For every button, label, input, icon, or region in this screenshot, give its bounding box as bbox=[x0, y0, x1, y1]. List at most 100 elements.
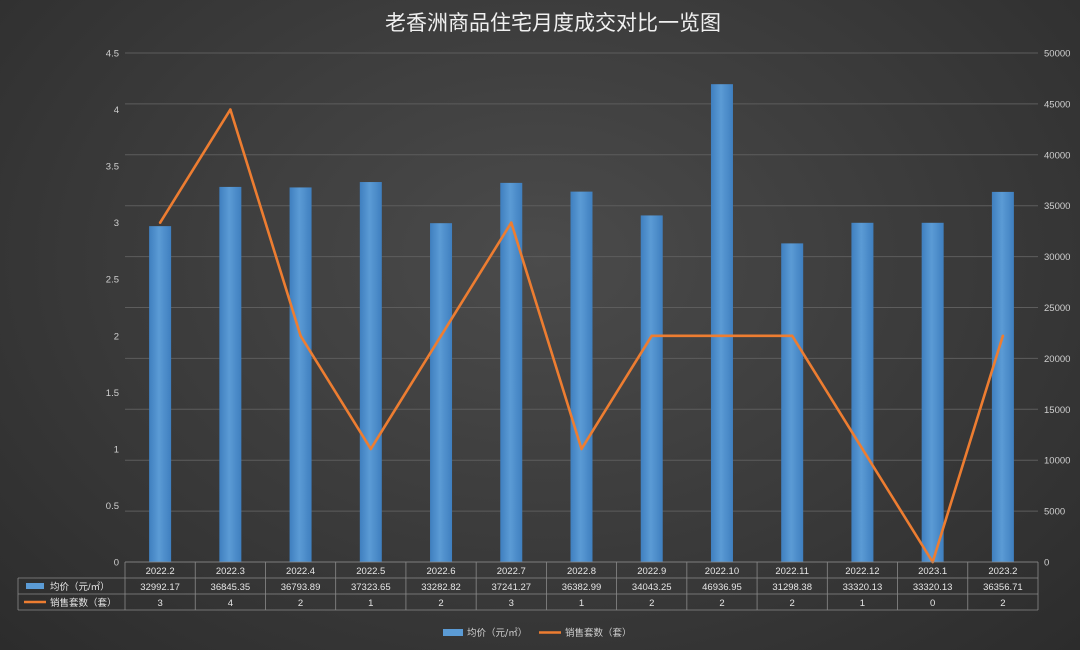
table-count-value: 2 bbox=[649, 598, 654, 609]
table-category-2022.8: 2022.8 bbox=[567, 566, 596, 577]
bar-2022.7 bbox=[500, 182, 523, 563]
table-price-value: 36793.89 bbox=[281, 582, 321, 593]
right-axis-tick-label: 50000 bbox=[1044, 49, 1070, 60]
table-category-2022.12: 2022.12 bbox=[845, 566, 879, 577]
table-count-value: 0 bbox=[930, 598, 935, 609]
sales-count-point-2022.10 bbox=[720, 334, 724, 338]
line-series bbox=[158, 108, 1005, 564]
table-category-2022.3: 2022.3 bbox=[216, 566, 245, 577]
table-count-value: 2 bbox=[790, 598, 795, 609]
sales-count-point-2022.9 bbox=[650, 334, 654, 338]
table-price-value: 33320.13 bbox=[843, 582, 883, 593]
left-axis-tick-label: 1 bbox=[114, 444, 119, 455]
bar-2022.5 bbox=[359, 182, 382, 563]
table-count-value: 2 bbox=[1000, 598, 1005, 609]
left-axis-tick-label: 2 bbox=[114, 331, 119, 342]
table-category-2022.9: 2022.9 bbox=[637, 566, 666, 577]
right-axis-tick-label: 25000 bbox=[1044, 303, 1070, 314]
legend-key-price bbox=[443, 629, 463, 636]
table-key-price bbox=[26, 583, 44, 589]
bar-2022.6 bbox=[430, 223, 453, 562]
bar-2022.4 bbox=[289, 187, 312, 562]
table-price-value: 36382.99 bbox=[562, 582, 602, 593]
table-price-value: 33320.13 bbox=[913, 582, 953, 593]
sales-count-point-2022.11 bbox=[790, 334, 794, 338]
right-axis-tick-label: 30000 bbox=[1044, 252, 1070, 263]
table-category-2022.2: 2022.2 bbox=[146, 566, 175, 577]
table-count-value: 1 bbox=[368, 598, 373, 609]
table-count-value: 4 bbox=[228, 598, 233, 609]
legend-label-count: 销售套数（套） bbox=[565, 627, 632, 639]
sales-count-point-2022.5 bbox=[369, 447, 373, 451]
table-category-2023.1: 2023.1 bbox=[918, 566, 947, 577]
table-price-value: 37323.65 bbox=[351, 582, 391, 593]
table-series-label-count: 销售套数（套） bbox=[50, 597, 117, 609]
table-price-value: 37241.27 bbox=[491, 582, 531, 593]
table-count-value: 2 bbox=[298, 598, 303, 609]
bar-2022.12 bbox=[851, 222, 874, 562]
sales-count-point-2022.6 bbox=[439, 334, 443, 338]
bar-2022.2 bbox=[149, 226, 172, 562]
left-axis-tick-label: 1.5 bbox=[106, 388, 119, 399]
bar-2022.11 bbox=[781, 243, 804, 562]
bar-2022.3 bbox=[219, 186, 242, 562]
sales-count-point-2022.12 bbox=[861, 447, 864, 451]
right-axis: 0 5000 10000 15000 20000 25000 30000 35000 40000… bbox=[1044, 49, 1070, 569]
table-price-value: 46936.95 bbox=[702, 582, 742, 593]
bar-2023.1 bbox=[921, 222, 944, 562]
right-axis-tick-label: 45000 bbox=[1044, 99, 1070, 110]
table-category-2022.7: 2022.7 bbox=[497, 566, 526, 577]
left-axis: 0 0.5 1 1.5 2 2.5 3 3.5 4 4.5 bbox=[106, 49, 119, 569]
data-table: 2022.2 2022.3 2022.4 2022.5 2022.6 2022.7 2022… bbox=[17, 561, 1039, 611]
bar-2022.8 bbox=[570, 191, 593, 562]
bar-2023.2 bbox=[991, 191, 1014, 563]
right-axis-tick-label: 15000 bbox=[1044, 405, 1070, 416]
table-series-label-price: 均价（元/㎡） bbox=[50, 581, 110, 593]
chart-title: 老香洲商品住宅月度成交对比一览图 bbox=[385, 11, 721, 35]
table-price-value: 34043.25 bbox=[632, 582, 672, 593]
table-price-value: 36845.35 bbox=[211, 582, 251, 593]
table-category-2022.11: 2022.11 bbox=[775, 566, 809, 577]
legend-label-price: 均价（元/㎡） bbox=[467, 627, 527, 639]
right-axis-tick-label: 10000 bbox=[1044, 456, 1070, 467]
table-category-2022.6: 2022.6 bbox=[427, 566, 456, 577]
table-count-value: 2 bbox=[719, 598, 724, 609]
table-count-value: 1 bbox=[860, 598, 865, 609]
left-axis-tick-label: 0.5 bbox=[106, 501, 119, 512]
sales-count-point-2022.2 bbox=[158, 221, 162, 224]
right-axis-tick-label: 5000 bbox=[1044, 507, 1065, 518]
table-category-2022.5: 2022.5 bbox=[356, 566, 385, 577]
bar-series bbox=[149, 84, 1014, 563]
legend: 均价（元/㎡） 销售套数（套） bbox=[443, 627, 632, 639]
sales-count-point-2022.3 bbox=[229, 108, 232, 111]
left-axis-tick-label: 0 bbox=[114, 558, 119, 569]
table-price-value: 32992.17 bbox=[140, 582, 180, 593]
table-price-value: 33282.82 bbox=[421, 582, 461, 593]
table-price-value: 36356.71 bbox=[983, 582, 1023, 593]
table-category-2022.4: 2022.4 bbox=[286, 566, 315, 577]
table-price-value: 31298.38 bbox=[772, 582, 812, 593]
table-count-value: 2 bbox=[438, 598, 443, 609]
sales-count-point-2022.8 bbox=[580, 447, 583, 451]
left-axis-tick-label: 3.5 bbox=[106, 162, 119, 173]
bar-2022.10 bbox=[710, 84, 733, 562]
bar-2022.9 bbox=[640, 215, 663, 563]
table-category-2023.2: 2023.2 bbox=[988, 566, 1017, 577]
table-category-2022.10: 2022.10 bbox=[705, 566, 739, 577]
sales-count-point-2022.4 bbox=[299, 334, 302, 338]
sales-count-point-2023.2 bbox=[1001, 334, 1005, 338]
sales-count-point-2022.7 bbox=[509, 221, 513, 224]
right-axis-tick-label: 20000 bbox=[1044, 354, 1070, 365]
left-axis-tick-label: 3 bbox=[114, 218, 119, 229]
right-axis-tick-label: 35000 bbox=[1044, 201, 1070, 212]
table-count-value: 3 bbox=[509, 598, 514, 609]
left-axis-tick-label: 4 bbox=[114, 105, 119, 116]
right-axis-tick-label: 0 bbox=[1044, 558, 1049, 569]
table-count-value: 1 bbox=[579, 598, 584, 609]
left-axis-tick-label: 2.5 bbox=[106, 275, 119, 286]
left-axis-tick-label: 4.5 bbox=[106, 49, 119, 60]
right-axis-tick-label: 40000 bbox=[1044, 150, 1070, 161]
table-count-value: 3 bbox=[157, 598, 162, 609]
